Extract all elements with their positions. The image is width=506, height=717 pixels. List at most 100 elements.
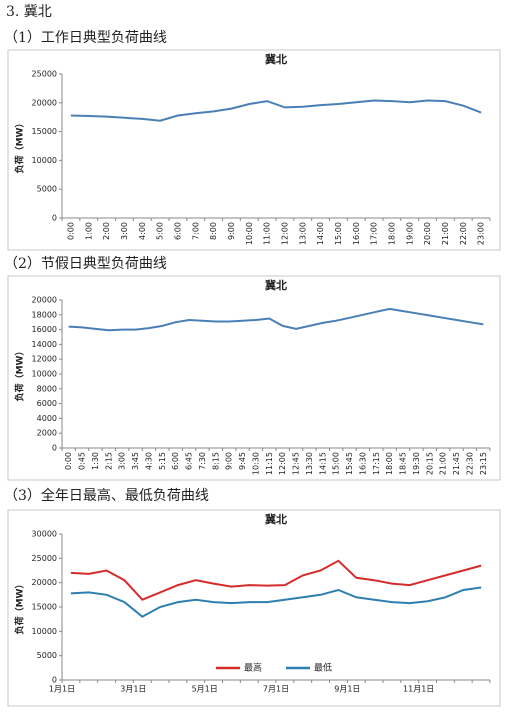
y-tick-label: 0 <box>52 214 57 223</box>
x-tick-label: 0:00 <box>66 222 75 240</box>
y-tick-label: 6000 <box>37 399 57 408</box>
x-tick-label: 10:00 <box>245 222 254 245</box>
y-tick-label: 15000 <box>32 603 57 612</box>
x-tick-label: 1:00 <box>84 222 93 240</box>
y-axis-label: 负荷（MW） <box>14 580 26 635</box>
x-tick-label: 14:15 <box>318 452 327 475</box>
x-tick-label: 11:00 <box>263 222 272 245</box>
chart-frame <box>7 509 501 707</box>
x-tick-label: 2:15 <box>104 452 113 470</box>
chart-frame <box>7 49 501 251</box>
x-tick-label: 6:00 <box>171 452 180 470</box>
x-tick-label: 12:45 <box>292 452 301 475</box>
chart-title: 冀北 <box>265 52 287 66</box>
y-tick-label: 30000 <box>32 530 57 539</box>
y-tick-label: 10000 <box>32 156 57 165</box>
y-tick-label: 10000 <box>32 370 57 379</box>
y-tick-label: 0 <box>52 444 57 453</box>
x-tick-label: 23:00 <box>477 222 486 245</box>
subheading: （3）全年日最高、最低负荷曲线 <box>4 487 209 504</box>
y-tick-label: 20000 <box>32 578 57 587</box>
x-tick-label: 3月1日 <box>120 685 146 694</box>
x-tick-label: 21:00 <box>441 222 450 245</box>
x-tick-label: 18:00 <box>387 222 396 245</box>
x-tick-label: 17:00 <box>370 222 379 245</box>
y-tick-label: 18000 <box>32 310 57 319</box>
x-tick-label: 1:30 <box>91 452 100 470</box>
x-tick-label: 15:00 <box>332 452 341 475</box>
x-tick-label: 15:45 <box>345 452 354 475</box>
x-tick-label: 2:00 <box>102 222 111 240</box>
x-tick-label: 20:15 <box>425 452 434 475</box>
x-tick-label: 13:00 <box>298 222 307 245</box>
x-tick-label: 9:45 <box>238 452 247 470</box>
subheading: （1）工作日典型负荷曲线 <box>4 30 167 46</box>
x-tick-label: 14:00 <box>316 222 325 245</box>
y-tick-label: 20000 <box>32 296 57 305</box>
x-tick-label: 0:00 <box>64 452 73 470</box>
data-line <box>70 586 482 618</box>
x-tick-label: 5月1日 <box>192 685 218 694</box>
x-tick-label: 4:00 <box>138 222 147 240</box>
x-tick-label: 22:30 <box>465 452 474 475</box>
x-tick-label: 21:45 <box>452 452 461 475</box>
x-tick-label: 7:30 <box>198 452 207 470</box>
y-tick-label: 2000 <box>37 429 57 438</box>
x-tick-label: 16:00 <box>352 222 361 245</box>
data-line <box>70 559 482 601</box>
x-tick-label: 3:45 <box>131 452 140 470</box>
x-tick-label: 9:00 <box>225 452 234 470</box>
x-tick-label: 5:15 <box>158 452 167 470</box>
x-tick-label: 18:00 <box>385 452 394 475</box>
legend-label: 最高 <box>244 662 262 674</box>
y-axis-label: 负荷（MW） <box>14 347 26 402</box>
subheading: （2）节假日典型负荷曲线 <box>4 256 167 272</box>
x-tick-label: 9:00 <box>227 222 236 240</box>
y-tick-label: 4000 <box>37 414 57 423</box>
x-tick-label: 4:30 <box>144 452 153 470</box>
x-tick-label: 0:45 <box>78 452 87 470</box>
x-tick-label: 20:00 <box>423 222 432 245</box>
x-tick-label: 8:15 <box>211 452 220 470</box>
x-tick-label: 15:00 <box>334 222 343 245</box>
x-tick-label: 23:15 <box>479 452 488 475</box>
y-tick-label: 10000 <box>32 627 57 636</box>
x-tick-label: 8:00 <box>209 222 218 240</box>
y-tick-label: 25000 <box>32 70 57 79</box>
heading: 3. 冀北 <box>6 4 52 20</box>
data-line <box>68 307 484 332</box>
y-tick-label: 0 <box>52 676 57 685</box>
x-tick-label: 19:00 <box>405 222 414 245</box>
x-tick-label: 3:00 <box>118 452 127 470</box>
x-tick-label: 9月1日 <box>334 685 360 694</box>
x-tick-label: 19:30 <box>412 452 421 475</box>
x-tick-label: 1月1日 <box>49 685 75 694</box>
y-tick-label: 16000 <box>32 325 57 334</box>
x-tick-label: 7:00 <box>191 222 200 240</box>
y-tick-label: 20000 <box>32 98 57 107</box>
x-tick-label: 6:45 <box>185 452 194 470</box>
x-tick-label: 7月1日 <box>263 685 289 694</box>
x-tick-label: 13:30 <box>305 452 314 475</box>
chart-frame <box>7 275 501 481</box>
x-tick-label: 17:15 <box>372 452 381 475</box>
y-tick-label: 5000 <box>37 651 57 660</box>
y-tick-label: 14000 <box>32 340 57 349</box>
y-tick-label: 15000 <box>32 127 57 136</box>
x-tick-label: 21:00 <box>439 452 448 475</box>
x-tick-label: 12:00 <box>278 452 287 475</box>
chart-title: 冀北 <box>265 512 287 526</box>
x-tick-label: 11月1日 <box>403 685 434 694</box>
chart-title: 冀北 <box>265 278 287 292</box>
y-axis-label: 负荷（MW） <box>14 119 26 174</box>
y-tick-label: 8000 <box>37 384 57 393</box>
x-tick-label: 16:30 <box>358 452 367 475</box>
x-tick-label: 5:00 <box>156 222 165 240</box>
x-tick-label: 11:15 <box>265 452 274 475</box>
y-tick-label: 5000 <box>37 185 57 194</box>
data-line <box>70 99 482 122</box>
y-tick-label: 12000 <box>32 355 57 364</box>
legend-label: 最低 <box>314 662 332 674</box>
x-tick-label: 6:00 <box>173 222 182 240</box>
